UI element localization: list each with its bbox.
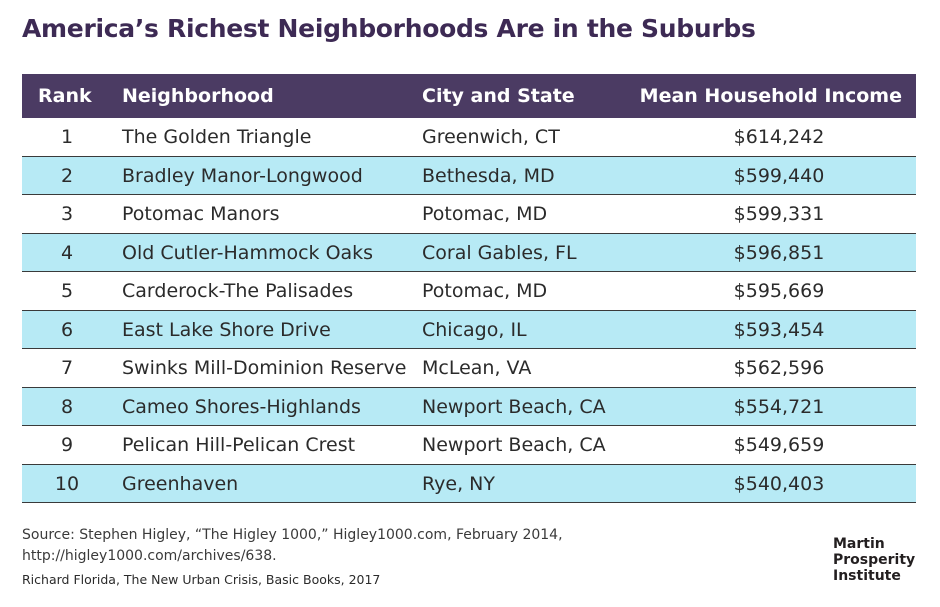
income-cell: $614,242 xyxy=(733,126,825,148)
source-note: Source: Stephen Higley, “The Higley 1000… xyxy=(22,525,563,567)
table-row: 1 The Golden Triangle Greenwich, CT $614,24… xyxy=(22,118,916,157)
income-cell: $599,440 xyxy=(733,164,825,187)
source-line-2: http://higley1000.com/archives/638. xyxy=(22,548,277,564)
logo-word-3: Institute xyxy=(833,568,901,584)
rank-cell: 3 xyxy=(60,203,74,225)
table-header: Rank Neighborhood City and State Mean Ho… xyxy=(22,74,916,118)
income-table: Rank Neighborhood City and State Mean Ho… xyxy=(22,74,916,503)
table-body: 1 The Golden Triangle Greenwich, CT $614,24… xyxy=(22,118,916,503)
income-cell: $549,659 xyxy=(733,434,825,456)
table-row: 5 Carderock-The Palisades Potomac, MD $595,… xyxy=(22,272,916,311)
rank-cell: 5 xyxy=(60,280,74,302)
city-state-cell: Greenwich, CT xyxy=(422,126,560,148)
source-line-1: Source: Stephen Higley, “The Higley 1000… xyxy=(22,527,563,543)
rank-cell: 6 xyxy=(60,318,74,341)
header-income: Mean Household Income xyxy=(639,85,902,107)
income-cell: $554,721 xyxy=(733,395,825,418)
rank-cell: 9 xyxy=(60,434,74,456)
income-cell: $540,403 xyxy=(733,472,825,495)
page-title: America’s Richest Neighborhoods Are in t… xyxy=(22,14,756,43)
header-city-state: City and State xyxy=(422,85,575,107)
neighborhood-cell: The Golden Triangle xyxy=(122,126,312,148)
income-cell: $596,851 xyxy=(733,241,825,264)
city-state-cell: Newport Beach, CA xyxy=(422,395,606,418)
neighborhood-cell: Swinks Mill-Dominion Reserve xyxy=(122,357,407,379)
logo-word-1: Martin xyxy=(833,536,885,552)
table-row: 10 Greenhaven Rye, NY $540,403 xyxy=(22,464,916,503)
table-row: 4 Old Cutler-Hammock Oaks Coral Gables, FL… xyxy=(22,233,916,272)
city-state-cell: Bethesda, MD xyxy=(422,164,555,187)
table-row: 7 Swinks Mill-Dominion Reserve McLean, VA $… xyxy=(22,349,916,388)
rank-cell: 10 xyxy=(54,472,80,495)
income-cell: $595,669 xyxy=(733,280,825,302)
header-rank: Rank xyxy=(38,85,92,107)
income-cell: $599,331 xyxy=(733,203,825,225)
city-state-cell: Rye, NY xyxy=(422,472,495,495)
city-state-cell: Newport Beach, CA xyxy=(422,434,606,456)
city-state-cell: Potomac, MD xyxy=(422,280,548,302)
neighborhood-cell: Potomac Manors xyxy=(122,203,280,225)
neighborhood-cell: Cameo Shores-Highlands xyxy=(122,395,361,418)
table-row: 6 East Lake Shore Drive Chicago, IL $593,45… xyxy=(22,310,916,349)
table-row: 9 Pelican Hill-Pelican Crest Newport Beach… xyxy=(22,426,916,465)
table-row: 3 Potomac Manors Potomac, MD $599,331 xyxy=(22,195,916,234)
martin-prosperity-logo: Martin Prosperity Institute xyxy=(833,536,915,584)
neighborhood-cell: Greenhaven xyxy=(122,472,239,495)
city-state-cell: Chicago, IL xyxy=(422,318,527,341)
income-cell: $593,454 xyxy=(733,318,825,341)
neighborhood-cell: Old Cutler-Hammock Oaks xyxy=(122,241,374,264)
table-row: 2 Bradley Manor-Longwood Bethesda, MD $599,… xyxy=(22,156,916,195)
neighborhood-cell: East Lake Shore Drive xyxy=(122,318,331,341)
rank-cell: 8 xyxy=(60,395,74,418)
neighborhood-cell: Carderock-The Palisades xyxy=(122,280,354,302)
logo-word-2: Prosperity xyxy=(833,552,916,568)
rank-cell: 4 xyxy=(60,241,74,264)
credit-line: Richard Florida, The New Urban Crisis, B… xyxy=(22,572,381,587)
rank-cell: 1 xyxy=(60,126,74,148)
city-state-cell: Potomac, MD xyxy=(422,203,548,225)
neighborhood-cell: Pelican Hill-Pelican Crest xyxy=(122,434,356,456)
neighborhood-cell: Bradley Manor-Longwood xyxy=(122,164,363,187)
table-row: 8 Cameo Shores-Highlands Newport Beach, CA… xyxy=(22,387,916,426)
rank-cell: 7 xyxy=(60,357,74,379)
city-state-cell: McLean, VA xyxy=(422,357,532,379)
income-cell: $562,596 xyxy=(733,357,825,379)
city-state-cell: Coral Gables, FL xyxy=(422,241,577,264)
rank-cell: 2 xyxy=(60,164,74,187)
header-neighborhood: Neighborhood xyxy=(122,85,274,107)
